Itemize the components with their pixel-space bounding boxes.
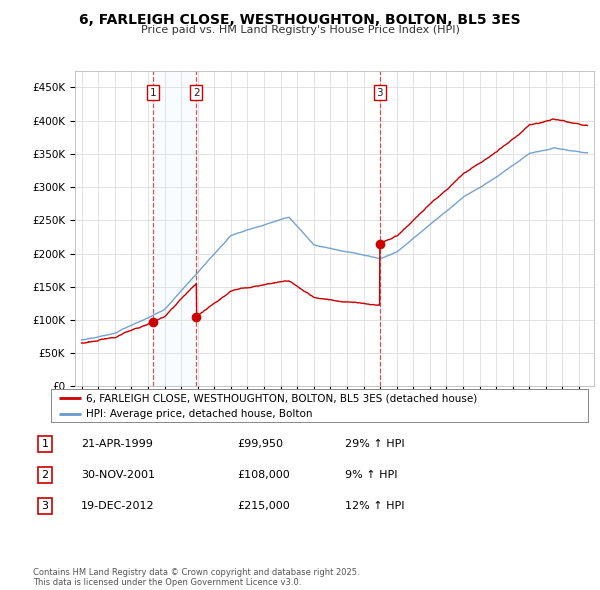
Text: £215,000: £215,000 xyxy=(237,502,290,511)
Text: 9% ↑ HPI: 9% ↑ HPI xyxy=(345,470,398,480)
Text: 29% ↑ HPI: 29% ↑ HPI xyxy=(345,439,404,448)
Text: 2: 2 xyxy=(193,88,200,98)
Text: 2: 2 xyxy=(41,470,49,480)
Text: HPI: Average price, detached house, Bolton: HPI: Average price, detached house, Bolt… xyxy=(86,409,313,419)
Text: Price paid vs. HM Land Registry's House Price Index (HPI): Price paid vs. HM Land Registry's House … xyxy=(140,25,460,35)
Text: 3: 3 xyxy=(41,502,49,511)
Text: 12% ↑ HPI: 12% ↑ HPI xyxy=(345,502,404,511)
Bar xyxy=(153,71,196,386)
Text: 1: 1 xyxy=(41,439,49,448)
Text: 3: 3 xyxy=(376,88,383,98)
Text: 21-APR-1999: 21-APR-1999 xyxy=(81,439,153,448)
Text: £108,000: £108,000 xyxy=(237,470,290,480)
Text: £99,950: £99,950 xyxy=(237,439,283,448)
Text: 1: 1 xyxy=(149,88,156,98)
Text: 6, FARLEIGH CLOSE, WESTHOUGHTON, BOLTON, BL5 3ES (detached house): 6, FARLEIGH CLOSE, WESTHOUGHTON, BOLTON,… xyxy=(86,394,477,404)
Text: 30-NOV-2001: 30-NOV-2001 xyxy=(81,470,155,480)
Text: Contains HM Land Registry data © Crown copyright and database right 2025.
This d: Contains HM Land Registry data © Crown c… xyxy=(33,568,359,587)
Text: 6, FARLEIGH CLOSE, WESTHOUGHTON, BOLTON, BL5 3ES: 6, FARLEIGH CLOSE, WESTHOUGHTON, BOLTON,… xyxy=(79,13,521,27)
Text: 19-DEC-2012: 19-DEC-2012 xyxy=(81,502,155,511)
